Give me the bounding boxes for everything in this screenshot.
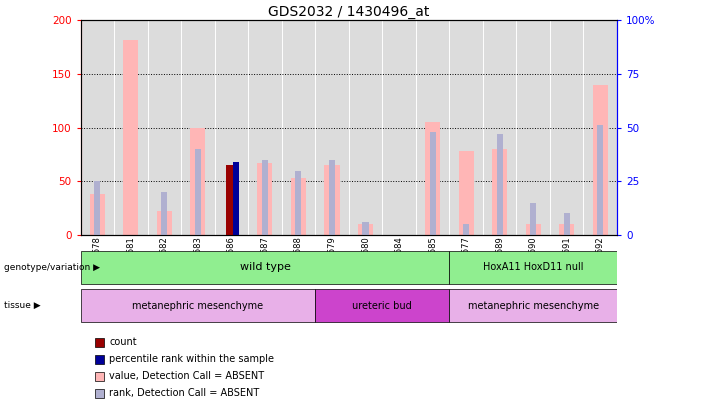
Bar [430, 132, 435, 235]
Bar [325, 165, 339, 235]
Text: tissue ▶: tissue ▶ [4, 301, 40, 310]
Bar [559, 224, 574, 235]
Bar [195, 149, 201, 235]
Bar [157, 211, 172, 235]
Bar [233, 162, 239, 235]
Bar [291, 178, 306, 235]
Bar [358, 224, 373, 235]
Bar [449, 251, 617, 284]
Bar [161, 192, 168, 235]
Bar [597, 126, 603, 235]
Text: count: count [109, 337, 137, 347]
Bar [90, 194, 105, 235]
Bar [530, 203, 536, 235]
Bar [191, 128, 205, 235]
Bar [329, 160, 335, 235]
Bar [492, 149, 507, 235]
Bar [496, 134, 503, 235]
Text: percentile rank within the sample: percentile rank within the sample [109, 354, 274, 364]
Text: HoxA11 HoxD11 null: HoxA11 HoxD11 null [483, 262, 583, 272]
Bar [123, 40, 138, 235]
Text: rank, Detection Call = ABSENT: rank, Detection Call = ABSENT [109, 388, 259, 398]
Bar [526, 224, 540, 235]
Bar [463, 224, 469, 235]
Bar [458, 151, 474, 235]
Title: GDS2032 / 1430496_at: GDS2032 / 1430496_at [268, 5, 430, 19]
Bar [295, 171, 301, 235]
Text: metanephric mesenchyme: metanephric mesenchyme [468, 301, 599, 311]
Bar [95, 181, 100, 235]
Bar [425, 122, 440, 235]
Bar [449, 289, 617, 322]
Bar [81, 251, 449, 284]
Bar [226, 165, 237, 235]
Bar [257, 163, 273, 235]
Bar [81, 289, 315, 322]
Bar [564, 213, 570, 235]
Text: metanephric mesenchyme: metanephric mesenchyme [132, 301, 264, 311]
Text: value, Detection Call = ABSENT: value, Detection Call = ABSENT [109, 371, 264, 381]
Bar [362, 222, 369, 235]
Bar [262, 160, 268, 235]
Text: ureteric bud: ureteric bud [353, 301, 412, 311]
Bar [592, 85, 608, 235]
Bar [315, 289, 449, 322]
Text: genotype/variation ▶: genotype/variation ▶ [4, 263, 100, 272]
Text: wild type: wild type [240, 262, 290, 272]
